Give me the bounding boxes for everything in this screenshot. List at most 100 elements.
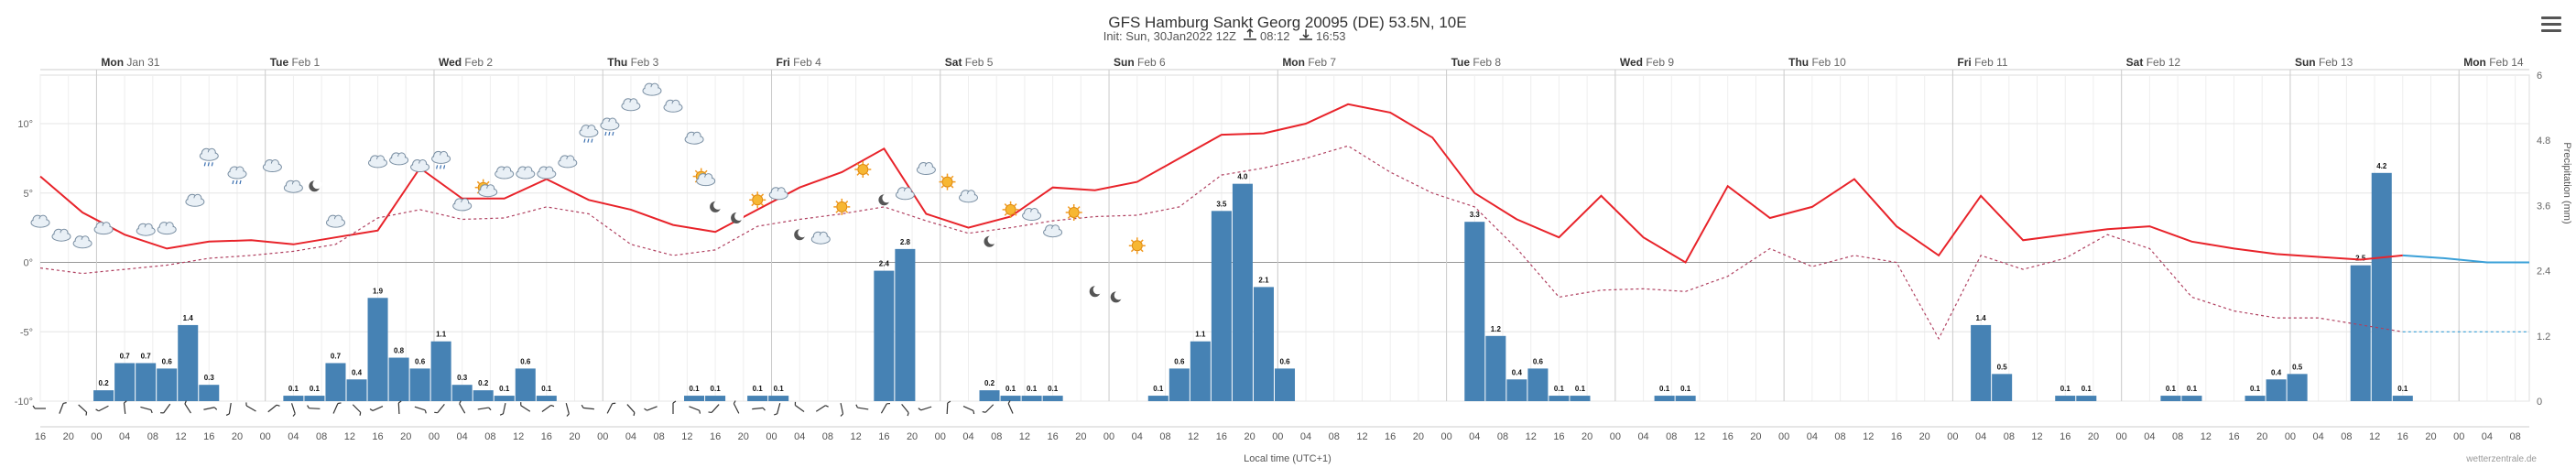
moon-icon bbox=[794, 228, 808, 241]
precipitation-bar bbox=[536, 396, 557, 401]
precipitation-bar bbox=[473, 390, 494, 401]
precipitation-tick: 4.8 bbox=[2537, 136, 2550, 147]
wind-arrow bbox=[708, 404, 720, 414]
precipitation-bar bbox=[895, 248, 916, 401]
wind-arrow bbox=[794, 401, 805, 413]
precipitation-bar bbox=[1211, 211, 1232, 401]
precipitation-bar bbox=[114, 363, 136, 401]
hour-tick: 16 bbox=[1385, 431, 1396, 442]
cloud-icon bbox=[326, 214, 345, 228]
wind-arrow bbox=[840, 403, 844, 417]
cloud-icon bbox=[157, 222, 177, 235]
sunrise-time: 08:12 bbox=[1260, 29, 1290, 43]
rain-cloud-icon bbox=[227, 166, 247, 185]
precipitation-bar bbox=[2350, 265, 2371, 401]
wind-arrow bbox=[733, 400, 740, 414]
day-label: Mon Feb 14 bbox=[2463, 56, 2524, 69]
precipitation-value: 0.1 bbox=[1680, 385, 1691, 393]
cloud-icon bbox=[663, 99, 683, 113]
wind-arrow bbox=[184, 400, 191, 414]
hour-tick: 04 bbox=[457, 431, 468, 442]
precipitation-value: 2.5 bbox=[2355, 255, 2366, 263]
wind-arrow bbox=[459, 400, 466, 414]
hour-tick: 04 bbox=[625, 431, 636, 442]
wind-arrow bbox=[774, 403, 781, 416]
x-axis-title: Local time (UTC+1) bbox=[1244, 453, 1331, 464]
precipitation-bar bbox=[2244, 396, 2266, 401]
hour-tick: 00 bbox=[935, 431, 946, 442]
hour-tick: 12 bbox=[2031, 431, 2042, 442]
precipitation-value: 1.4 bbox=[1976, 314, 1987, 322]
precipitation-bar bbox=[1253, 287, 1274, 401]
wind-arrow bbox=[160, 403, 171, 414]
sun-icon bbox=[749, 191, 766, 209]
menu-button[interactable] bbox=[2541, 16, 2561, 33]
wind-arrow bbox=[245, 402, 256, 412]
day-labels: Mon Jan 31 Tue Feb 1 Wed Feb 2 Thu Feb 3 Fri… bbox=[101, 56, 2523, 69]
init-text: Init: Sun, 30Jan2022 12Z bbox=[1103, 29, 1236, 43]
wind-arrow bbox=[225, 402, 232, 416]
temperature-tick: 0° bbox=[23, 258, 33, 269]
hour-tick: 16 bbox=[203, 431, 214, 442]
hour-tick: 16 bbox=[541, 431, 552, 442]
hour-tick: 00 bbox=[766, 431, 777, 442]
precipitation-value: 2.1 bbox=[1258, 276, 1269, 284]
wind-arrow bbox=[307, 405, 321, 409]
hour-tick: 12 bbox=[2369, 431, 2380, 442]
precipitation-bar bbox=[1000, 396, 1021, 401]
precipitation-value: 3.3 bbox=[1470, 211, 1481, 219]
moon-icon bbox=[710, 200, 723, 212]
hour-tick: 20 bbox=[232, 431, 243, 442]
hour-tick: 16 bbox=[2060, 431, 2071, 442]
cloud-icon bbox=[452, 198, 473, 212]
precipitation-value: 0.3 bbox=[204, 374, 215, 382]
precipitation-bar bbox=[684, 396, 705, 401]
precipitation-value: 2.8 bbox=[900, 238, 911, 246]
cloud-icon bbox=[1022, 208, 1042, 221]
precipitation-value: 3.5 bbox=[1216, 200, 1227, 208]
hour-tick: 20 bbox=[2256, 431, 2267, 442]
cloud-icon bbox=[621, 98, 641, 112]
temperature-tick: 10° bbox=[17, 119, 33, 130]
hour-tick: 20 bbox=[1581, 431, 1592, 442]
hour-tick: 08 bbox=[1834, 431, 1845, 442]
precipitation-bar bbox=[515, 368, 536, 401]
precipitation-bar bbox=[1654, 396, 1675, 401]
hour-tick: 04 bbox=[1300, 431, 1311, 442]
wind-arrow bbox=[369, 406, 384, 411]
precipitation-value: 0.5 bbox=[1997, 363, 2008, 371]
precipitation-value: 0.1 bbox=[499, 385, 510, 393]
precipitation-value: 1.9 bbox=[373, 287, 384, 295]
sun-icon bbox=[1002, 201, 1019, 218]
precipitation-bar bbox=[157, 368, 178, 401]
sunrise-icon bbox=[1244, 27, 1256, 40]
wind-arrow bbox=[946, 400, 951, 415]
precipitation-bar bbox=[494, 396, 515, 401]
moon-icon bbox=[731, 212, 745, 223]
precipitation-bar bbox=[346, 379, 367, 401]
temperature-axis: 10° 5° 0° -5° -10° bbox=[15, 119, 33, 408]
credit-text: wetterzentrale.de bbox=[2465, 454, 2537, 464]
moon-icon bbox=[1089, 285, 1103, 298]
cloud-icon bbox=[389, 152, 409, 166]
precipitation-value: 0.1 bbox=[2397, 385, 2408, 393]
rain-cloud-icon bbox=[431, 150, 451, 169]
hour-tick: 12 bbox=[1863, 431, 1874, 442]
hour-tick: 16 bbox=[372, 431, 383, 442]
precipitation-tick: 2.4 bbox=[2537, 267, 2550, 278]
precipitation-value: 0.7 bbox=[141, 352, 152, 360]
precipitation-bar bbox=[2076, 396, 2097, 401]
y-right-title: Precipitation (mm) bbox=[2561, 142, 2572, 223]
precipitation-bar bbox=[1506, 379, 1527, 401]
hour-tick: 04 bbox=[1807, 431, 1818, 442]
precipitation-value: 0.1 bbox=[541, 385, 552, 393]
precipitation-value: 1.1 bbox=[436, 331, 447, 339]
wind-arrow bbox=[565, 403, 570, 417]
moon-icon bbox=[309, 180, 322, 192]
sunset-time: 16:53 bbox=[1316, 29, 1346, 43]
hour-tick: 08 bbox=[147, 431, 158, 442]
precipitation-value: 0.4 bbox=[2271, 368, 2282, 376]
precipitation-bar bbox=[2392, 396, 2413, 401]
hour-tick: 00 bbox=[2116, 431, 2127, 442]
grid bbox=[39, 69, 2530, 402]
